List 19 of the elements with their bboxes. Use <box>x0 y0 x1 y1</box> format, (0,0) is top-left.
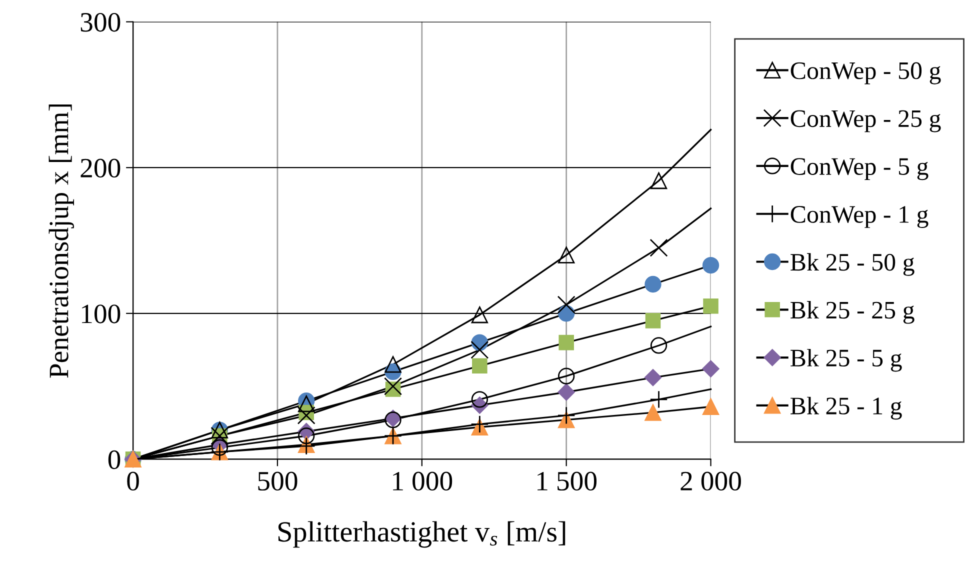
y-tick-label: 300 <box>80 12 120 32</box>
y-axis-title: Penetrationsdjup x [mm] <box>48 104 74 378</box>
x-tick-label: 2 000 <box>680 472 741 491</box>
y-tick-label: 200 <box>80 158 120 178</box>
legend-label: ConWep - 25 g <box>790 110 941 132</box>
x-axis-title: Splitterhastighet v$_{s}$ [m/s] <box>278 521 566 548</box>
x-tick-label: 0 <box>127 472 139 491</box>
legend-label: ConWep - 1 g <box>790 206 928 228</box>
legend-label: Bk 25 - 25 g <box>790 301 914 324</box>
x-tick-label: 1 000 <box>393 472 452 491</box>
legend-label: Bk 25 - 50 g <box>790 253 914 276</box>
x-tick-label: 1 500 <box>538 472 597 491</box>
x-tick-label: 500 <box>258 472 298 491</box>
legend-label: Bk 25 - 5 g <box>790 348 902 372</box>
legend-label: ConWep - 50 g <box>790 62 941 84</box>
y-tick-label: 100 <box>82 304 120 324</box>
legend-label: Bk 25 - 1 g <box>790 396 902 420</box>
legend-label: ConWep - 5 g <box>790 158 928 180</box>
y-tick-label: 0 <box>108 450 120 470</box>
